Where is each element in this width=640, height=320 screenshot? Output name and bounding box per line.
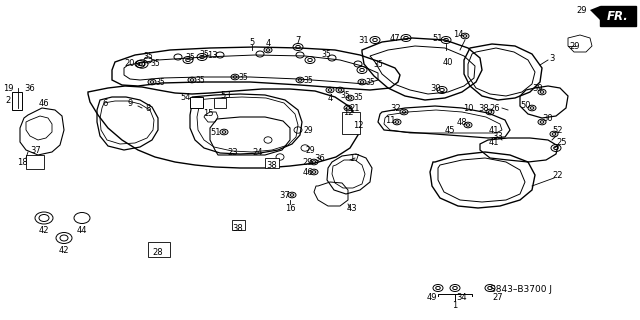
Text: 25: 25 [557, 138, 567, 147]
Text: 9: 9 [127, 99, 132, 108]
Text: 36: 36 [315, 154, 325, 163]
Text: 35: 35 [150, 59, 160, 68]
Text: 37: 37 [31, 146, 42, 155]
Text: 22: 22 [553, 171, 563, 180]
Text: 7: 7 [295, 36, 301, 44]
Text: 45: 45 [445, 125, 455, 134]
Text: 31: 31 [358, 36, 369, 44]
Text: 38: 38 [232, 223, 243, 233]
Text: 27: 27 [493, 293, 503, 302]
Text: 35: 35 [373, 60, 383, 68]
Text: 51: 51 [211, 127, 221, 137]
Text: 34: 34 [457, 293, 467, 302]
Text: 52: 52 [553, 125, 563, 134]
Text: 30: 30 [431, 84, 442, 92]
Text: 33: 33 [493, 132, 504, 140]
FancyBboxPatch shape [265, 158, 279, 168]
Text: 29: 29 [577, 5, 588, 14]
Text: 32: 32 [390, 103, 401, 113]
Text: 51: 51 [433, 34, 444, 43]
FancyBboxPatch shape [342, 112, 360, 134]
FancyBboxPatch shape [214, 98, 226, 108]
Text: 20: 20 [125, 59, 135, 68]
Text: 35: 35 [155, 77, 165, 86]
Text: 29: 29 [303, 157, 313, 166]
Text: 19: 19 [3, 84, 13, 92]
Text: 35: 35 [340, 91, 350, 100]
Text: 47: 47 [390, 34, 400, 43]
Text: 3: 3 [549, 53, 555, 62]
Text: 41: 41 [489, 138, 499, 147]
Text: 29: 29 [570, 42, 580, 51]
Text: 35: 35 [303, 76, 313, 84]
Text: 54: 54 [180, 92, 191, 101]
Text: 40: 40 [443, 58, 453, 67]
Text: 46: 46 [38, 99, 49, 108]
Text: 35: 35 [238, 73, 248, 82]
Text: 38: 38 [479, 103, 490, 113]
Text: 49: 49 [427, 293, 437, 302]
Text: 50: 50 [521, 100, 531, 109]
Text: 17: 17 [349, 154, 359, 163]
Text: 1: 1 [452, 300, 458, 309]
Text: 18: 18 [17, 157, 28, 166]
Text: 16: 16 [285, 204, 295, 212]
Text: 53: 53 [221, 91, 231, 100]
Text: 14: 14 [452, 29, 463, 38]
FancyBboxPatch shape [232, 220, 245, 230]
Text: 13: 13 [207, 51, 218, 60]
Text: 15: 15 [203, 108, 213, 117]
Text: 12: 12 [353, 121, 364, 130]
Text: 2: 2 [5, 95, 11, 105]
Text: 21: 21 [349, 103, 360, 113]
Text: 35: 35 [321, 50, 331, 59]
Text: 23: 23 [228, 148, 238, 156]
Polygon shape [590, 6, 600, 20]
FancyBboxPatch shape [190, 97, 203, 108]
Text: 35: 35 [185, 52, 195, 61]
Text: 24: 24 [253, 148, 263, 156]
Text: 41: 41 [489, 125, 499, 134]
Text: 29: 29 [303, 125, 313, 134]
Text: S843–B3700 J: S843–B3700 J [490, 285, 552, 294]
FancyBboxPatch shape [148, 242, 170, 257]
Text: 37: 37 [280, 190, 291, 199]
Text: 43: 43 [347, 204, 357, 212]
Text: 29: 29 [305, 146, 315, 155]
Text: 30: 30 [543, 114, 554, 123]
Text: 38: 38 [267, 161, 277, 170]
FancyBboxPatch shape [12, 92, 22, 110]
Text: FR.: FR. [607, 10, 629, 22]
Text: 4: 4 [328, 93, 333, 102]
Text: 28: 28 [153, 247, 163, 257]
Text: 39: 39 [532, 84, 543, 92]
Text: 4: 4 [266, 38, 271, 47]
Text: 35: 35 [353, 92, 363, 101]
Text: 35: 35 [195, 76, 205, 84]
Text: 42: 42 [59, 245, 69, 254]
Text: 36: 36 [24, 84, 35, 92]
Text: 6: 6 [102, 99, 108, 108]
Text: 35: 35 [365, 77, 375, 86]
Text: 35: 35 [199, 50, 209, 59]
Text: 26: 26 [490, 103, 500, 113]
FancyBboxPatch shape [26, 155, 44, 169]
Text: 46: 46 [303, 167, 314, 177]
Text: 11: 11 [385, 116, 396, 124]
FancyBboxPatch shape [600, 6, 636, 26]
Text: 44: 44 [77, 226, 87, 235]
Text: 10: 10 [463, 103, 473, 113]
Text: 42: 42 [39, 226, 49, 235]
Text: 48: 48 [457, 117, 467, 126]
Text: 8: 8 [145, 103, 150, 113]
Text: 5: 5 [250, 37, 255, 46]
Text: 12: 12 [343, 108, 353, 116]
Text: 35: 35 [143, 52, 153, 60]
